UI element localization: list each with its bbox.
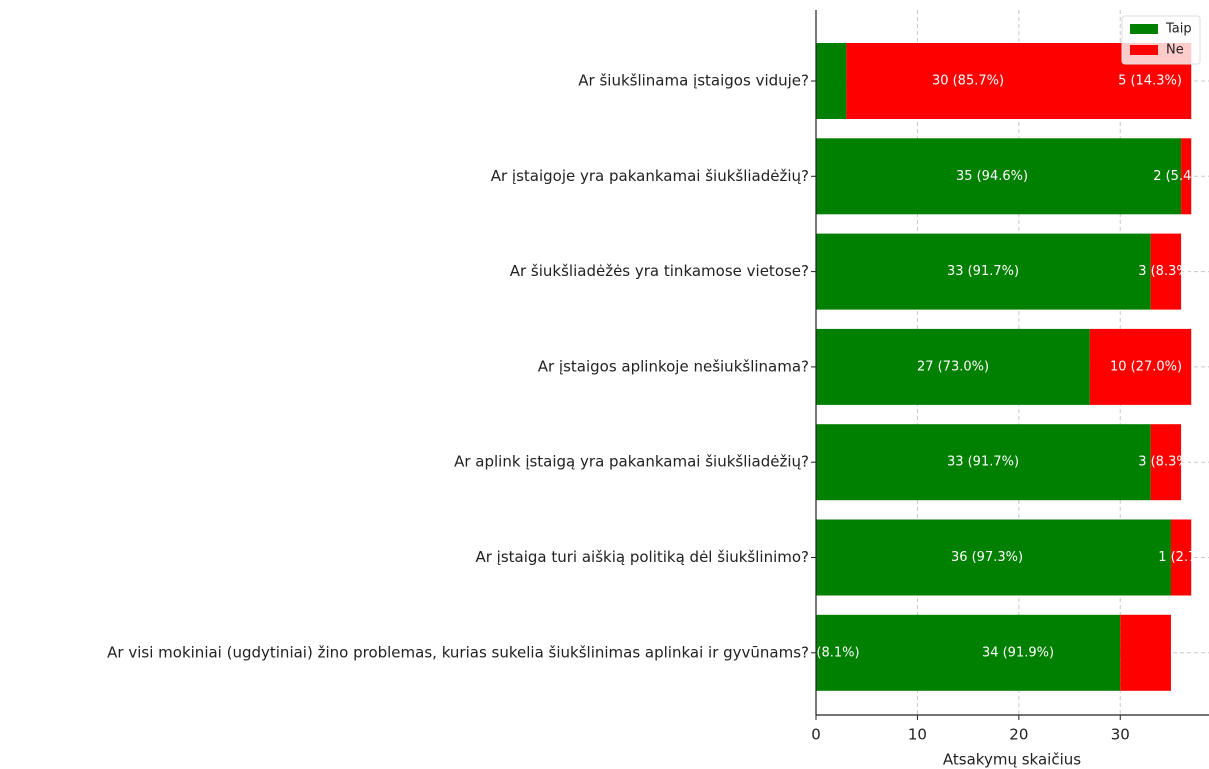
bar bbox=[816, 614, 1121, 691]
legend-label: Taip bbox=[1165, 22, 1192, 37]
bar bbox=[1181, 138, 1192, 215]
bar-labels: 30 (85.7%) 5 (14.3%) 35 (94.6%) 2 (5.4%) 33 … bbox=[816, 74, 1209, 661]
y-tick-label: Ar įstaigoje yra pakankamai šiukšliadėži… bbox=[491, 167, 809, 185]
bar bbox=[816, 424, 1151, 501]
bar bbox=[1150, 424, 1182, 501]
x-tick-label: 0 bbox=[811, 726, 821, 744]
bar-label: 2 (5.4%) bbox=[1153, 169, 1209, 184]
bar bbox=[1150, 233, 1182, 310]
bars bbox=[816, 43, 1192, 691]
legend-swatch bbox=[1130, 24, 1158, 34]
bar-label: 10 (27.0%) bbox=[1110, 359, 1182, 374]
y-tick-label: Ar visi mokiniai (ugdytiniai) žino probl… bbox=[107, 643, 809, 661]
bar-label: 35 (94.6%) bbox=[956, 169, 1028, 184]
x-tick-label: 30 bbox=[1111, 726, 1130, 744]
x-axis-label: Atsakymų skaičius bbox=[943, 751, 1081, 769]
y-tick-label: Ar šiukšliadėžės yra tinkamose vietose? bbox=[510, 262, 809, 280]
bar-label: 3 (8.3%) bbox=[1138, 264, 1194, 279]
legend-label: Ne bbox=[1166, 43, 1184, 58]
bar bbox=[816, 328, 1090, 405]
bar-label: 5 (14.3%) bbox=[1118, 74, 1182, 89]
bar bbox=[816, 43, 847, 119]
y-tick-label: Ar įstaigos aplinkoje nešiukšlinama? bbox=[538, 357, 809, 375]
x-tick-label: 20 bbox=[1009, 726, 1028, 744]
y-tick-label: Ar aplink įstaigą yra pakankamai šiukšli… bbox=[454, 453, 809, 471]
bar-label: 30 (85.7%) bbox=[932, 74, 1004, 89]
x-tick-label: 10 bbox=[908, 726, 927, 744]
bar-label: 33 (91.7%) bbox=[947, 264, 1019, 279]
y-tick-label: Ar šiukšlinama įstaigos viduje? bbox=[578, 72, 809, 90]
bar-label: 33 (91.7%) bbox=[947, 455, 1019, 470]
bar-label: 36 (97.3%) bbox=[951, 550, 1023, 565]
bar bbox=[816, 519, 1171, 596]
bar-label: 1 (2.7%) bbox=[1158, 550, 1209, 565]
bar-label: 34 (91.9%) bbox=[982, 645, 1054, 660]
bar bbox=[1089, 328, 1192, 405]
bar bbox=[816, 138, 1182, 215]
legend: Taip Ne bbox=[1121, 15, 1201, 65]
bar bbox=[1120, 614, 1171, 691]
bar-label: 27 (73.0%) bbox=[917, 359, 989, 374]
bar bbox=[816, 233, 1151, 310]
y-tick-label: Ar įstaiga turi aiškią politiką dėl šiuk… bbox=[475, 548, 809, 566]
bar-label: 3 (8.3%) bbox=[1138, 455, 1194, 470]
bar-label: (8.1%) bbox=[816, 645, 859, 660]
bar bbox=[1170, 519, 1192, 596]
legend-swatch bbox=[1130, 45, 1158, 55]
